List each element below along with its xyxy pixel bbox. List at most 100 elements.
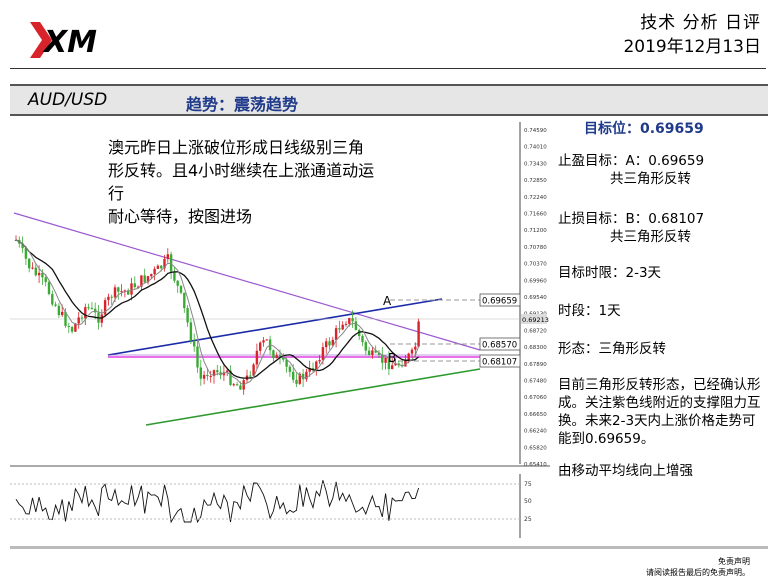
candle-body: [64, 311, 67, 326]
title-bar: AUD/USD 趋势：震荡趋势: [10, 84, 768, 116]
price-tick-label: 0.68720: [524, 328, 547, 334]
candle-body: [31, 267, 34, 269]
candle-body: [229, 370, 232, 385]
candle-body: [275, 355, 278, 359]
candle-body: [61, 311, 64, 316]
candle-body: [133, 283, 136, 288]
report-title: 技术 分析 日评: [640, 13, 761, 33]
analysis-text: 目前三角形反转形态，已经确认形成。关注紫色线附近的支撑阻力互换。未来2-3天内上…: [558, 377, 761, 447]
candle-body: [166, 254, 169, 259]
candle-body: [212, 370, 216, 377]
price-tick-label: 0.74590: [524, 128, 547, 134]
candle-body: [404, 360, 407, 367]
candle-body: [222, 372, 226, 376]
ma-note: 由移动平均线向上增强: [558, 463, 693, 479]
candle-body: [391, 365, 394, 370]
candle-body: [57, 305, 61, 316]
candle-body: [202, 374, 206, 379]
candle-body: [265, 339, 268, 341]
candle-body: [414, 346, 417, 350]
level-b-text: 0.68107: [482, 358, 517, 368]
candle-body: [381, 354, 384, 363]
candle-body: [77, 317, 80, 324]
candle-body: [232, 384, 235, 386]
candle-body: [384, 357, 387, 363]
candle-body: [341, 324, 344, 330]
descending-trendline: [13, 212, 481, 351]
candle-body: [117, 287, 120, 292]
candle-body: [262, 340, 265, 343]
candle-body: [358, 329, 361, 337]
candle-body: [272, 350, 275, 359]
candle-body: [113, 287, 117, 298]
footer-divider: [10, 546, 768, 549]
pair-label: AUD/USD: [28, 90, 108, 110]
moving-average-short: [15, 239, 420, 386]
label-a: A: [383, 294, 392, 308]
candle-body: [334, 328, 338, 340]
candle-body: [44, 277, 47, 282]
osc-tick-label: 75: [524, 481, 532, 488]
stop-loss-line: 止损目标：B：0.68107: [558, 211, 705, 227]
candle-body: [361, 336, 364, 343]
candle-body: [318, 359, 321, 362]
price-tick-label: 0.67890: [524, 362, 547, 368]
candle-body: [377, 352, 381, 355]
candle-body: [295, 379, 298, 384]
candle-body: [84, 307, 87, 319]
analysis-panel: 目标位：0.69659 止盈目标：A：0.69659 共三角形反转 止损目标：B…: [558, 120, 773, 480]
candle-body: [285, 359, 288, 367]
candle-body: [189, 322, 193, 341]
oscillator-line: [15, 480, 420, 524]
chart-commentary: 澳元昨日上涨破位形成日线级别三角 形反转。且4小时继续在上涨通道动运 行 耐心等…: [108, 136, 448, 228]
candle-body: [308, 368, 311, 372]
trend-label: 趋势：震荡趋势: [186, 95, 299, 114]
commentary-line-2: 形反转。且4小时继续在上涨通道动运: [108, 161, 375, 180]
candle-body: [298, 373, 301, 384]
candle-body: [123, 290, 127, 292]
candle-body: [153, 268, 156, 275]
price-tick-label: 0.70780: [524, 245, 547, 251]
candle-body: [259, 342, 262, 351]
candle-body: [239, 385, 242, 390]
commentary-line-4: 耐心等待，按图进场: [108, 207, 253, 226]
candle-body: [371, 350, 374, 356]
channel-top-line: [107, 298, 443, 356]
candle-body: [344, 323, 348, 325]
candle-body: [292, 371, 295, 380]
disclaimer-note: 请阅读报告最后的免责声明。: [646, 568, 750, 577]
commentary-line-3: 行: [108, 184, 125, 203]
candle-body: [173, 271, 176, 281]
price-tick-label: 0.69960: [524, 278, 547, 284]
candle-body: [348, 318, 351, 324]
period: 时段：1天: [558, 303, 621, 319]
candle-body: [90, 308, 94, 310]
price-tick-label: 0.65410: [524, 462, 547, 468]
candle-body: [140, 275, 143, 287]
candle-body: [354, 321, 358, 330]
candle-body: [305, 371, 308, 380]
take-profit-note: 共三角形反转: [610, 171, 691, 187]
candle-body: [67, 325, 70, 327]
price-tick-label: 0.67480: [524, 379, 547, 385]
candle-body: [351, 318, 354, 322]
candle-body: [252, 364, 255, 376]
candle-body: [374, 350, 377, 353]
timeframe: 目标时限：2-3天: [558, 265, 662, 281]
take-profit-line: 止盈目标：A：0.69659: [558, 153, 705, 169]
candle-body: [34, 267, 37, 276]
candle-body: [410, 349, 414, 354]
candle-body: [278, 355, 282, 358]
level-a-text: 0.69659: [482, 297, 517, 307]
commentary-line-1: 澳元昨日上涨破位形成日线级别三角: [108, 138, 365, 157]
candle-body: [70, 326, 74, 332]
pattern: 形态：三角形反转: [558, 341, 666, 357]
price-tick-label: 0.65820: [524, 445, 547, 451]
candle-body: [150, 274, 153, 277]
candle-body: [120, 291, 123, 293]
price-tick-label: 0.71660: [524, 212, 547, 218]
price-tick-label: 0.72240: [524, 195, 547, 201]
candle-body: [209, 376, 212, 378]
candle-body: [143, 275, 146, 283]
level-b-box: [479, 354, 521, 368]
